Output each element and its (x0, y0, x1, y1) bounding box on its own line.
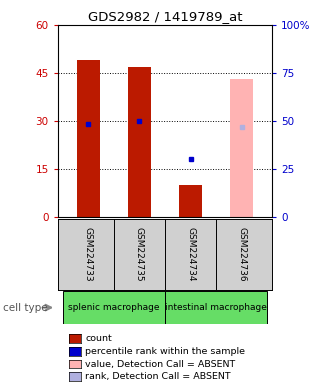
Bar (63, 291, 165, 324)
Text: percentile rank within the sample: percentile rank within the sample (85, 347, 245, 356)
Text: GSM224735: GSM224735 (135, 227, 144, 282)
Bar (165, 291, 267, 324)
Text: GSM224733: GSM224733 (84, 227, 93, 282)
Bar (128, 66, 151, 217)
Bar (77, 60, 100, 217)
Text: count: count (85, 334, 112, 343)
Text: cell type: cell type (3, 303, 48, 313)
Text: rank, Detection Call = ABSENT: rank, Detection Call = ABSENT (85, 372, 231, 381)
Text: intestinal macrophage: intestinal macrophage (165, 303, 267, 312)
Bar (230, 79, 253, 217)
Text: GSM224736: GSM224736 (237, 227, 246, 282)
Text: GDS2982 / 1419789_at: GDS2982 / 1419789_at (88, 10, 242, 23)
Text: splenic macrophage: splenic macrophage (68, 303, 160, 312)
Bar (179, 185, 202, 217)
Text: GSM224734: GSM224734 (186, 227, 195, 281)
Text: value, Detection Call = ABSENT: value, Detection Call = ABSENT (85, 359, 235, 369)
